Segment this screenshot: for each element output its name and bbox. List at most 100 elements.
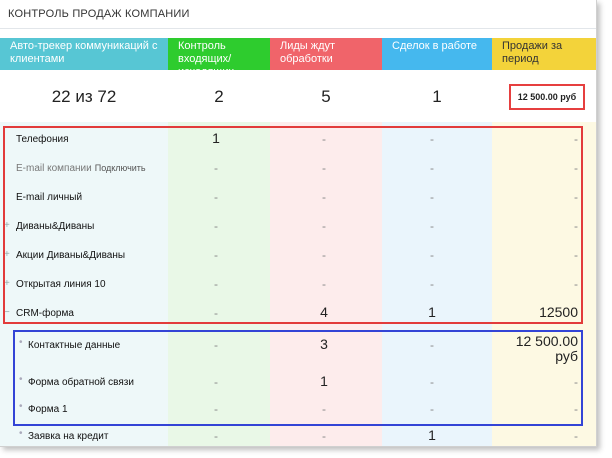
cell-value[interactable]: 1	[428, 304, 436, 320]
sources-highlight-box	[3, 126, 583, 324]
expand-icon[interactable]: +	[4, 220, 10, 231]
source-row: + Диваны&Диваны - - - -	[0, 213, 596, 242]
widget-header: КОНТРОЛЬ ПРОДАЖ КОМПАНИИ	[0, 0, 596, 29]
row-label-text: Форма 1	[28, 404, 68, 415]
cell-value: -	[214, 190, 218, 204]
row-label-text: Форма обратной связи	[28, 377, 134, 388]
source-row: E-mail компании Подключить - - - -	[0, 155, 596, 184]
source-row: + Открытая линия 10 - - - -	[0, 271, 596, 300]
source-row: Телефония 1 - - -	[0, 126, 596, 155]
cell-value: -	[322, 161, 326, 175]
cell-value: -	[214, 375, 218, 389]
source-row: + Акции Диваны&Диваны - - - -	[0, 242, 596, 271]
crm-form-subrow: • Форма 1 - - - -	[0, 396, 596, 425]
stage-count-2[interactable]: 2	[214, 87, 224, 106]
connect-link[interactable]: Подключить	[94, 163, 146, 173]
cell-value[interactable]: 3	[320, 336, 328, 352]
cell-value: -	[322, 277, 326, 291]
stage-count-3[interactable]: 5	[321, 87, 331, 106]
cell-value: -	[430, 338, 434, 352]
widget-title: КОНТРОЛЬ ПРОДАЖ КОМПАНИИ	[8, 8, 190, 20]
cell-value: -	[574, 402, 578, 416]
row-label-text: E-mail компании	[16, 163, 92, 174]
cell-value: -	[214, 306, 218, 320]
row-label-text: Телефония	[16, 134, 69, 145]
cell-value[interactable]: 12 500.00 руб	[515, 333, 578, 364]
cell-value: -	[322, 429, 326, 443]
row-label: Диваны&Диваны	[16, 221, 94, 232]
sales-total-value[interactable]: 12 500.00 руб	[509, 84, 585, 110]
stage-header-1[interactable]: Авто-трекер коммуникаций с клиентами	[0, 38, 168, 70]
crm-form-subrow: • Заявка на кредит - - 1 -	[0, 423, 596, 446]
expand-icon[interactable]: +	[4, 249, 10, 260]
crm-form-subrows-highlight-box	[13, 330, 583, 426]
crm-form-subrow: • Форма обратной связи - 1 - -	[0, 369, 596, 398]
row-label: E-mail личный	[16, 192, 82, 203]
cell-value: -	[322, 402, 326, 416]
cell-value[interactable]: 4	[320, 304, 328, 320]
cell-value[interactable]: 12500	[539, 304, 578, 320]
cell-value: -	[322, 248, 326, 262]
cell-value: -	[430, 161, 434, 175]
cell-value: -	[574, 429, 578, 443]
cell-value: -	[574, 132, 578, 146]
cell-value: -	[430, 190, 434, 204]
row-label: Заявка на кредит	[28, 431, 108, 442]
column-background	[382, 122, 492, 446]
cell-value[interactable]: 1	[320, 373, 328, 389]
cell-value: -	[214, 219, 218, 233]
stage-count-1[interactable]: 22 из 72	[51, 87, 117, 106]
row-label: Телефония	[16, 134, 69, 145]
cell-value: -	[574, 375, 578, 389]
column-background	[168, 122, 270, 446]
row-label-text: Открытая линия 10	[16, 279, 106, 290]
cell-value: -	[322, 219, 326, 233]
row-label-text: Заявка на кредит	[28, 431, 109, 442]
row-label-text: CRM-форма	[16, 308, 74, 319]
cell-value: -	[430, 375, 434, 389]
row-label-text: Акции Диваны&Диваны	[16, 250, 126, 261]
cell-value: -	[214, 402, 218, 416]
stage-header-4[interactable]: Сделок в работе	[382, 38, 492, 70]
column-background	[270, 122, 382, 446]
row-label-text: Диваны&Диваны	[16, 221, 95, 232]
crm-form-subrow: • Контактные данные - 3 - 12 500.00 руб	[0, 332, 596, 364]
cell-value: -	[430, 132, 434, 146]
source-row: − CRM-форма - 4 1 12500	[0, 300, 596, 329]
stage-count-4[interactable]: 1	[432, 87, 442, 106]
cell-value: -	[574, 190, 578, 204]
column-background	[492, 122, 596, 446]
cell-value: -	[574, 219, 578, 233]
expand-icon[interactable]: +	[4, 278, 10, 289]
stage-counts: 22 из 72 2 5 1	[0, 70, 596, 123]
collapse-icon[interactable]: −	[4, 307, 10, 318]
column-background	[0, 122, 168, 446]
cell-value: -	[430, 277, 434, 291]
cell-value: -	[322, 190, 326, 204]
row-label-text: Контактные данные	[28, 340, 121, 351]
stage-header-3[interactable]: Лиды ждут обработки	[270, 38, 382, 70]
bullet-icon: •	[19, 401, 23, 412]
row-label: Открытая линия 10	[16, 279, 106, 290]
cell-value[interactable]: 1	[212, 130, 220, 146]
stage-header-5[interactable]: Продажи за период	[492, 38, 596, 70]
cell-value: -	[214, 161, 218, 175]
stage-bar: Авто-трекер коммуникаций с клиентами Конт…	[0, 38, 596, 70]
cell-value: -	[214, 338, 218, 352]
cell-value: -	[430, 248, 434, 262]
row-label: Контактные данные	[28, 340, 120, 351]
row-label: Акции Диваны&Диваны	[16, 250, 125, 261]
row-label: CRM-форма	[16, 308, 74, 319]
row-label-text: E-mail личный	[16, 192, 83, 203]
cell-value: -	[430, 402, 434, 416]
cell-value: -	[430, 219, 434, 233]
cell-value: -	[574, 161, 578, 175]
cell-value: -	[574, 277, 578, 291]
source-row: E-mail личный - - - -	[0, 184, 596, 213]
row-label: Форма обратной связи	[28, 377, 134, 388]
stage-header-2[interactable]: Контроль входящих/исходящих	[168, 38, 270, 70]
cell-value[interactable]: 1	[428, 427, 436, 443]
cell-value: -	[214, 277, 218, 291]
sales-control-widget: КОНТРОЛЬ ПРОДАЖ КОМПАНИИ Авто-трекер ком…	[0, 0, 597, 447]
cell-value: -	[574, 248, 578, 262]
